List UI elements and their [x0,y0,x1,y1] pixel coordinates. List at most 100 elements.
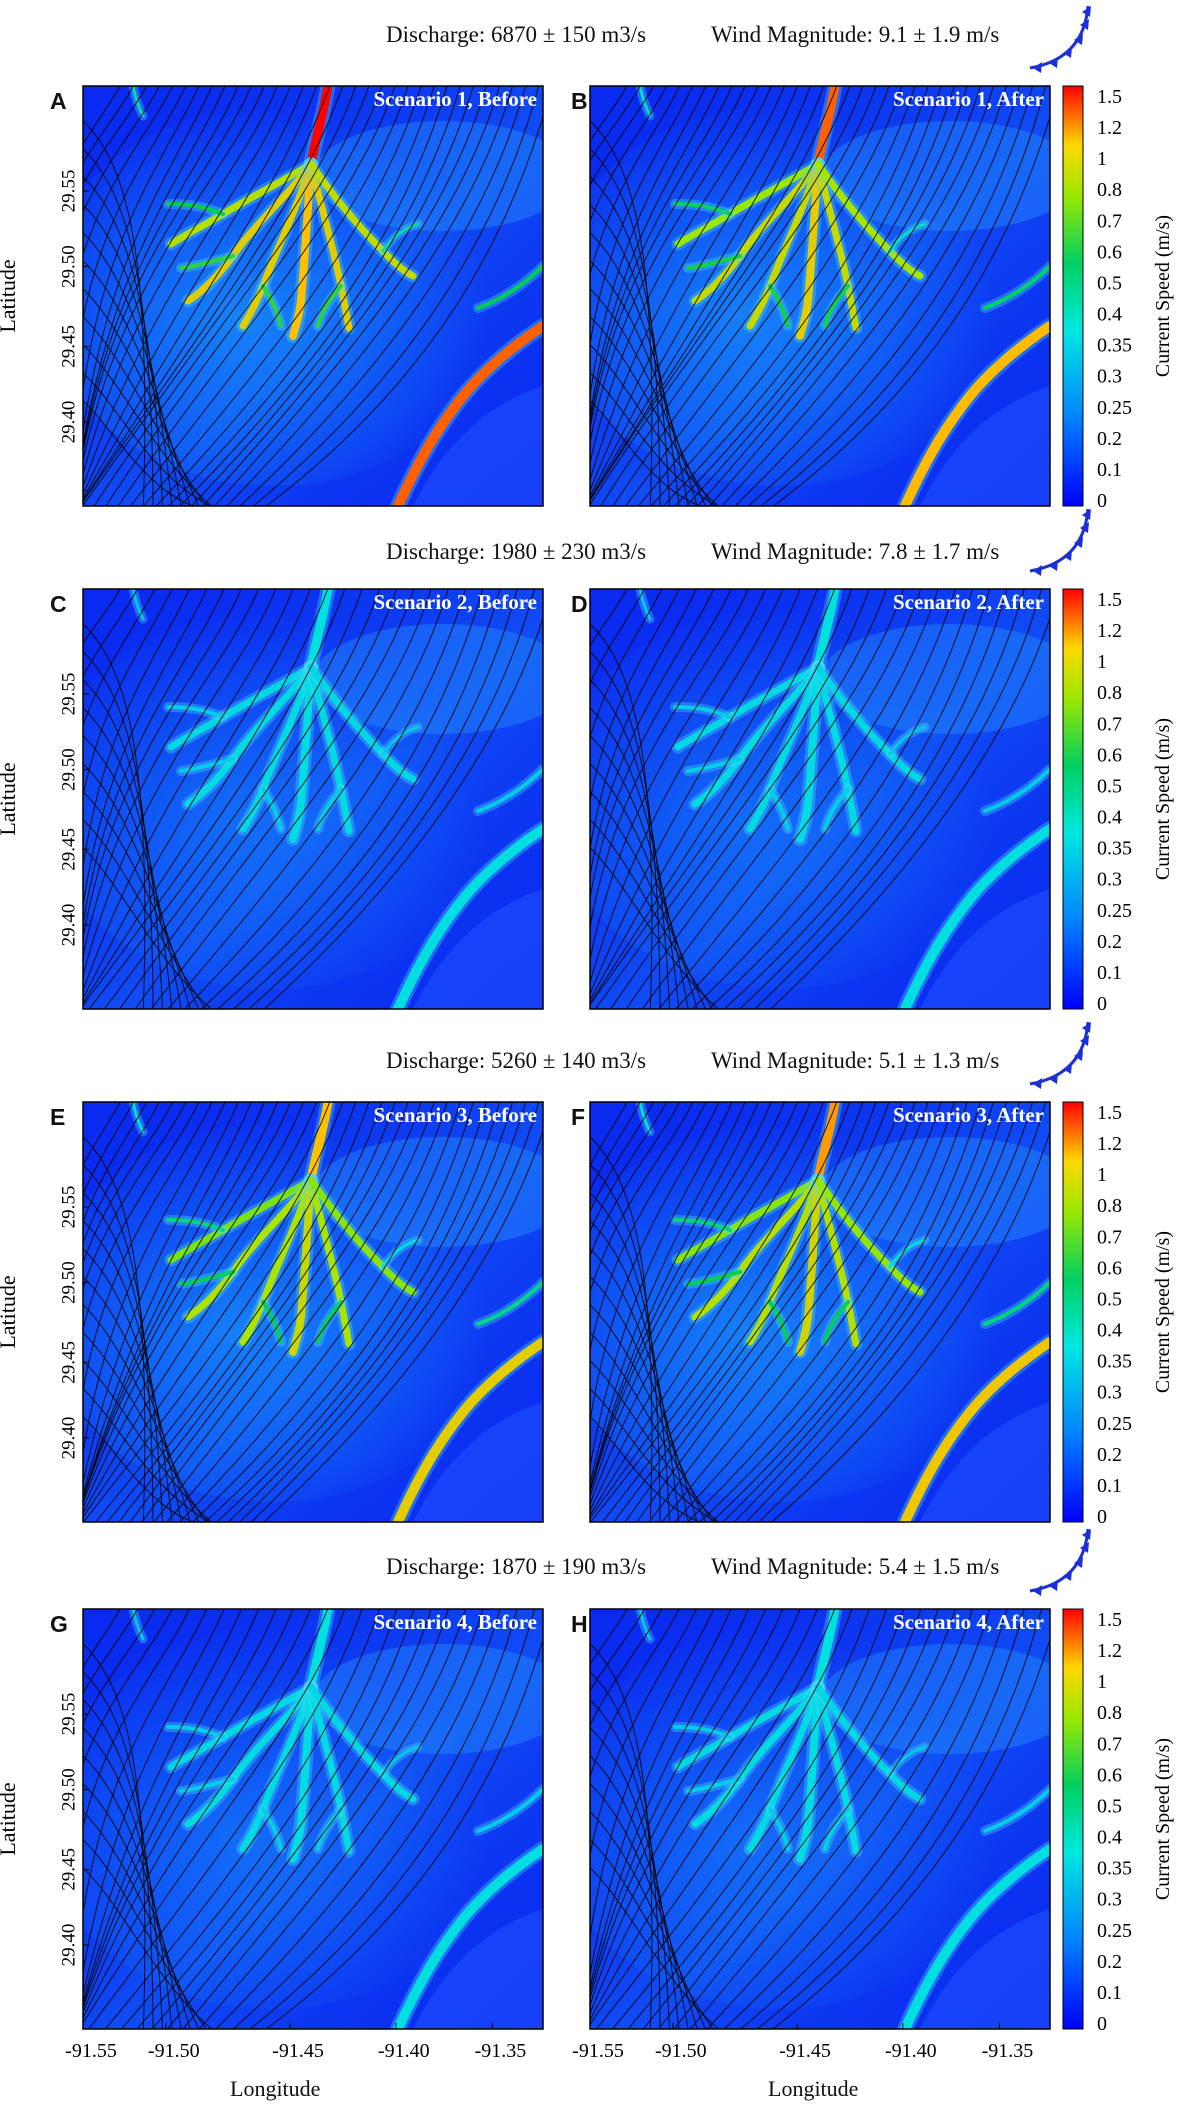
colorbar-tick-label: 1.2 [1097,1640,1122,1662]
channel-flow [983,264,1050,310]
x-tick-label: -91.50 [148,2040,200,2062]
channel-flow [239,663,315,833]
channel-flow [476,1280,543,1326]
x-tick-label: -91.55 [65,2040,117,2062]
warm-front-icon [1029,5,1091,73]
channel-flow [746,663,822,833]
colorbar-tick-label: 0.7 [1097,1226,1122,1248]
colorbar-tick-label: 0.1 [1097,459,1122,481]
channel-flow [983,1280,1050,1326]
y-tick-label: 29.45 [59,1341,80,1384]
channel-flow [673,1725,732,1739]
channel-flow [686,1777,742,1793]
channel-flow [638,1609,652,1641]
colorbar-tick-label: 0.25 [1097,900,1132,922]
channel-flow [823,1807,850,1851]
colorbar-tick-label: 0.2 [1097,1444,1122,1466]
channel-flow [179,1777,235,1793]
channel-flow [184,1683,315,1828]
channel-flow [476,1787,543,1833]
colorbar-tick-label: 0.25 [1097,397,1132,419]
colorbar-tick-label: 1.5 [1097,589,1122,611]
y-tick-label: 29.45 [59,1848,80,1891]
channel-flow [674,1176,822,1264]
channel-flow [900,321,1050,506]
channel-flow [381,1238,420,1269]
channel-flow [184,663,315,808]
colorbar-tick-label: 0.1 [1097,962,1122,984]
channel-flow [768,1300,790,1344]
y-tick-label: 29.40 [59,1417,80,1460]
channel-flow [307,1683,353,1855]
y-tick-label: 29.50 [59,1768,80,1811]
colorbar-tick-label: 1.2 [1097,620,1122,642]
wind-label-row3: Wind Magnitude: 5.1 ± 1.3 m/s [711,1048,1000,1073]
colorbar-tick-label: 0.5 [1097,272,1122,294]
channel-flow [983,767,1050,813]
colorbar-tick-label: 0.8 [1097,682,1122,704]
colorbar-tick-label: 0.8 [1097,1195,1122,1217]
colorbar-tick-label: 0.6 [1097,744,1122,766]
y-tick-label: 29.55 [59,170,80,213]
channel-flow [638,1102,652,1134]
channel-flow [691,663,822,808]
panel-letter-g: G [50,1611,68,1637]
channel-flow [289,1176,315,1356]
channel-flow [131,1609,145,1641]
x-tick-label: -91.50 [655,2040,707,2062]
channel-flow [638,589,652,621]
y-tick-label: 29.50 [59,245,80,288]
channel-flow [814,160,860,332]
channel-flow [166,1725,225,1739]
y-tick-label: 29.50 [59,1261,80,1304]
colorbar-tick-label: 0.6 [1097,1257,1122,1279]
y-axis-label: Latitude [0,1275,20,1348]
channel-flow [239,1176,315,1346]
map-panel-b: Scenario 1, After [589,85,1051,507]
colorbar-tick-label: 0.1 [1097,1475,1122,1497]
channel-flow [476,767,543,813]
channel-flow [179,757,235,773]
colorbar-tick-label: 0.3 [1097,366,1122,388]
channel-flow [900,1337,1050,1522]
channel-flow [306,1609,333,1692]
colorbar-tick-label: 1 [1097,1164,1107,1186]
wind-label-row4: Wind Magnitude: 5.4 ± 1.5 m/s [711,1554,1000,1579]
discharge-label-row4: Discharge: 1870 ± 190 m3/s [386,1554,647,1579]
channel-flow [179,1270,235,1286]
map-panel-h: Scenario 4, After -91.55 -91.50 -91.45 -91.4… [572,1608,1051,2062]
channel-flow [888,1238,927,1269]
y-tick-label: 29.50 [59,748,80,791]
colorbar: 1.5 1.2 1 0.8 0.7 0.6 0.5 0.4 0.35 0.3 0.25 0.2 0.1 0 [1062,588,1132,1015]
y-tick-label: 29.40 [59,1924,80,1967]
colorbar-tick-label: 0.7 [1097,210,1122,232]
channel-flow [393,1844,543,2029]
channel-flow [823,284,850,328]
colorbar-tick-label: 0.2 [1097,428,1122,450]
y-tick-label: 29.55 [59,1186,80,1229]
channel-flow [673,1218,732,1232]
panel-letter-f: F [571,1104,586,1130]
colorbar-tick-label: 0.4 [1097,1320,1122,1342]
warm-front-icon [1029,1528,1091,1596]
wind-label-row2: Wind Magnitude: 7.8 ± 1.7 m/s [711,539,1000,564]
panel-title: Scenario 1, Before [374,87,538,111]
channel-flow [673,202,732,216]
channel-flow [131,1102,145,1134]
channel-flow [674,160,822,248]
channel-flow [167,1683,315,1771]
channel-flow [393,1337,543,1522]
map-panel-c: Scenario 2, Before 29.55 29.50 29.45 29.40 [59,588,544,1010]
colorbar-label: Current Speed (m/s) [1152,1738,1174,1900]
channel-flow [900,1844,1050,2029]
colorbar-tick-label: 0.35 [1097,838,1132,860]
y-tick-label: 29.45 [59,828,80,871]
panel-title: Scenario 2, After [893,590,1044,614]
channel-flow [381,725,420,756]
channel-flow [814,663,924,783]
channel-flow [307,1176,353,1348]
colorbar-tick-label: 1 [1097,651,1107,673]
warm-front-icon [1029,508,1091,576]
colorbar-tick-label: 0.3 [1097,869,1122,891]
